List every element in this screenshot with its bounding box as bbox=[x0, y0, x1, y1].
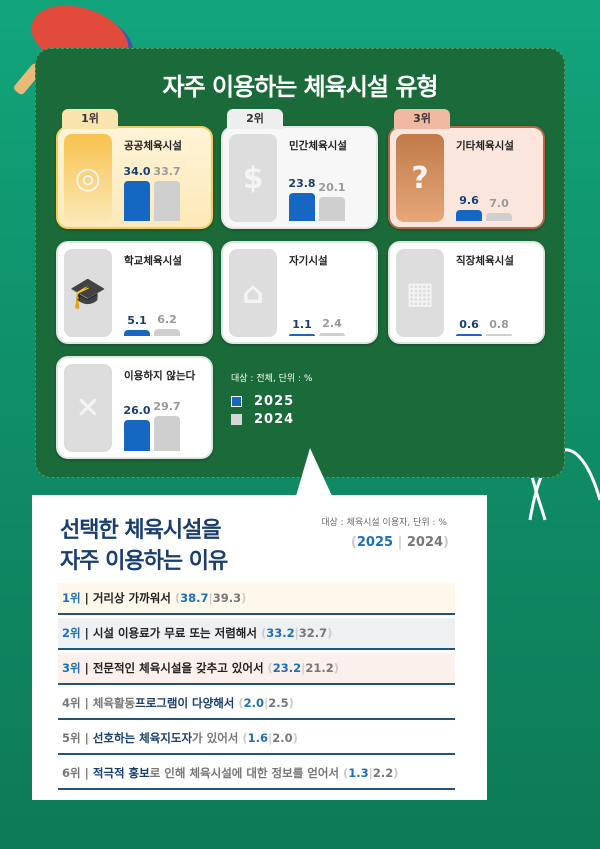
bar-2024 bbox=[154, 328, 180, 336]
value-label-2024: 20.1 bbox=[318, 181, 346, 195]
facility-type-panel: 자주 이용하는 체육시설 유형 1위 ◎ 공공체육시설 34.0 33.7 2위 $ 민간체육… bbox=[35, 48, 565, 478]
bar-2025 bbox=[289, 192, 315, 221]
bar-2024 bbox=[319, 333, 345, 336]
value-label-2025: 34.0 bbox=[123, 164, 151, 178]
facility-label: 이용하지 않는다 bbox=[124, 370, 196, 382]
rank-tab: 1위 bbox=[62, 109, 118, 129]
legend-2025: 2025 bbox=[231, 394, 312, 409]
legend: 대상 : 전체, 단위 : % 2025 2024 bbox=[231, 371, 312, 430]
reasons-note: 대상 : 체육시설 이용자, 단위 : % bbox=[321, 518, 447, 528]
value-label-2024: 29.7 bbox=[153, 399, 181, 413]
bar-2025 bbox=[124, 420, 150, 451]
house-icon: ⌂ bbox=[229, 249, 277, 337]
facility-card: 3위? 기타체육시설 9.6 7.0 bbox=[388, 109, 545, 229]
graduation-cap-icon: 🎓 bbox=[64, 249, 112, 337]
bar-2024 bbox=[319, 197, 345, 221]
legend-2024: 2024 bbox=[231, 412, 312, 427]
facility-card: 2위 $ 민간체육시설 23.8 20.1 bbox=[221, 109, 378, 229]
value-label-2024: 7.0 bbox=[489, 196, 509, 210]
bar-2025 bbox=[456, 334, 482, 336]
reason-row: 2위 | 시설 이용료가 무료 또는 저렴해서 (33.2 | 32.7) bbox=[58, 618, 455, 650]
bar-2025 bbox=[124, 329, 150, 336]
rank-tab: 2위 bbox=[227, 109, 283, 129]
bar-2025 bbox=[124, 180, 150, 221]
bar-2024 bbox=[154, 181, 180, 221]
reason-row: 6위 | 적극적 홍보 로 인해 체육시설에 대한 정보를 얻어서 (1.3 | … bbox=[58, 758, 455, 790]
office-building-icon: ▦ bbox=[396, 249, 444, 337]
facility-card: 1위 ◎ 공공체육시설 34.0 33.7 bbox=[56, 109, 213, 229]
reason-row: 3위 | 전문적인 체육시설을 갖추고 있어서 (23.2 | 21.2) bbox=[58, 653, 455, 685]
value-label-2025: 1.1 bbox=[292, 318, 312, 331]
bar-2024 bbox=[486, 212, 512, 221]
reason-row: 5위 | 선호하는 체육지도자 가 있어서 (1.6 | 2.0) bbox=[58, 723, 455, 755]
facility-card: ✕ 이용하지 않는다 26.0 29.7 bbox=[56, 356, 213, 459]
reason-row: 1위 | 거리상 가까워서 (38.7 | 39.3) bbox=[58, 583, 455, 615]
value-label-2024: 33.7 bbox=[153, 165, 181, 179]
facility-label: 자기시설 bbox=[289, 255, 328, 267]
bar-2024 bbox=[154, 415, 180, 451]
value-label-2024: 2.4 bbox=[322, 317, 342, 331]
reasons-title: 선택한 체육시설을 자주 이용하는 이유 bbox=[60, 518, 228, 574]
facility-card: ⌂ 자기시설 1.1 2.4 bbox=[221, 241, 378, 344]
facility-label: 기타체육시설 bbox=[456, 140, 514, 152]
value-label-2025: 0.6 bbox=[459, 318, 479, 331]
facility-label: 직장체육시설 bbox=[456, 255, 514, 267]
reasons-legend: (2025 | 2024) bbox=[350, 535, 449, 550]
facility-card: ▦ 직장체육시설 0.6 0.8 bbox=[388, 241, 545, 344]
callout-pointer bbox=[296, 448, 332, 496]
value-label-2025: 5.1 bbox=[127, 313, 147, 327]
reasons-panel: 선택한 체육시설을 자주 이용하는 이유 대상 : 체육시설 이용자, 단위 : … bbox=[32, 495, 487, 800]
panel-title: 자주 이용하는 체육시설 유형 bbox=[162, 73, 438, 101]
value-label-2025: 23.8 bbox=[288, 176, 316, 190]
x-icon: ✕ bbox=[64, 364, 112, 452]
bar-2025 bbox=[289, 334, 315, 336]
rank-tab: 3위 bbox=[394, 109, 450, 129]
bar-2024 bbox=[486, 334, 512, 336]
facility-label: 학교체육시설 bbox=[124, 255, 182, 267]
value-label-2025: 26.0 bbox=[123, 404, 151, 418]
value-label-2025: 9.6 bbox=[459, 193, 479, 207]
bar-2025 bbox=[456, 209, 482, 221]
question-dumbbell-icon: ? bbox=[396, 134, 444, 222]
facility-label: 공공체육시설 bbox=[124, 140, 182, 152]
facility-card: 🎓 학교체육시설 5.1 6.2 bbox=[56, 241, 213, 344]
facility-label: 민간체육시설 bbox=[289, 140, 347, 152]
unit-note: 대상 : 전체, 단위 : % bbox=[231, 374, 313, 384]
reason-row: 4위 | 체육활동 프로그램이 다양해서 (2.0 | 2.5) bbox=[58, 688, 455, 720]
value-label-2024: 0.8 bbox=[489, 318, 509, 331]
dollar-dumbbell-icon: $ bbox=[229, 134, 277, 222]
value-label-2024: 6.2 bbox=[157, 312, 177, 326]
dumbbell-korea-icon: ◎ bbox=[64, 134, 112, 222]
